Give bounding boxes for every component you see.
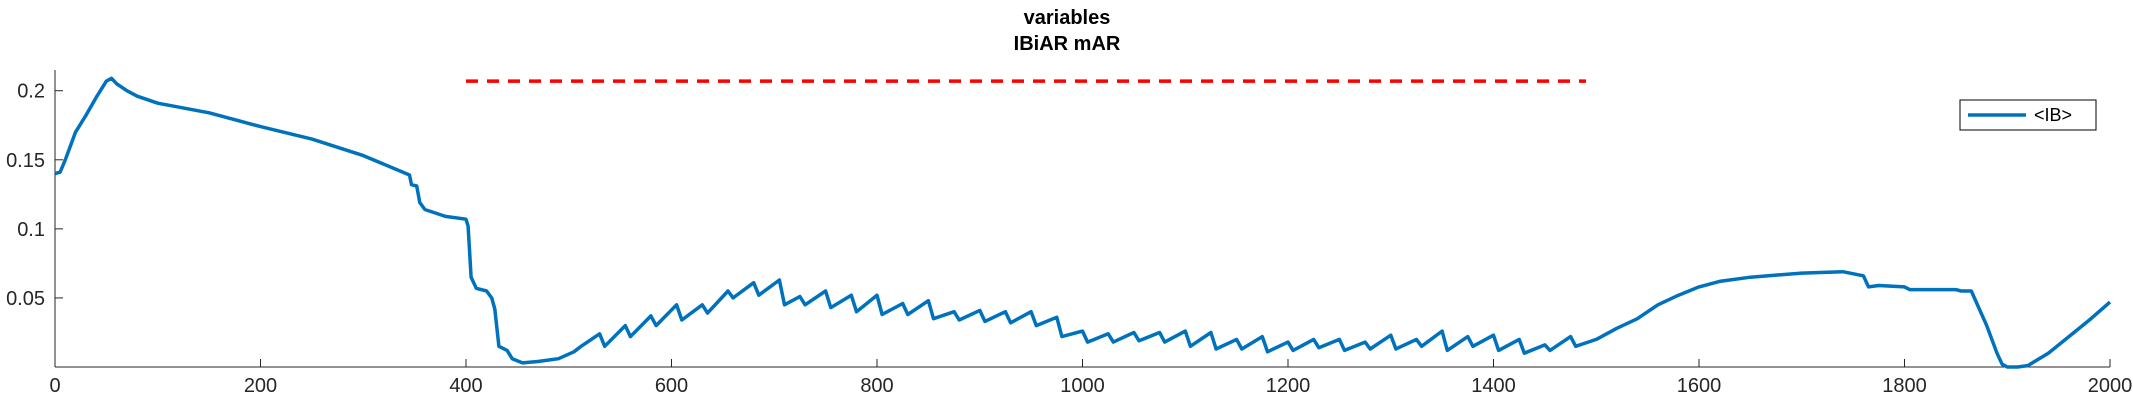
legend: <IB>: [1959, 99, 2097, 131]
x-tick-label: 1000: [1060, 375, 1105, 397]
y-tick-label: 0.2: [17, 81, 45, 103]
x-tick-label: 200: [244, 375, 277, 397]
axes: 0 200 400 600 800 1000 1200 1400 1600 1800 2000 0.0…: [6, 70, 2132, 397]
x-tick-label: 800: [860, 375, 893, 397]
legend-label: <IB>: [2034, 105, 2072, 125]
x-tick-label: 0: [49, 375, 60, 397]
x-tick-label: 1400: [1471, 375, 1516, 397]
y-tick-label: 0.05: [6, 288, 45, 310]
chart-title-line-1: variables: [1024, 7, 1111, 29]
x-tick-label: 400: [449, 375, 482, 397]
series-layer: [54, 76, 2112, 369]
y-tick-label: 0.15: [6, 150, 45, 172]
chart-title-line-2: IBiAR mAR: [1014, 33, 1121, 55]
x-tick-label: 600: [655, 375, 688, 397]
x-tick-label: 2000: [2088, 375, 2133, 397]
series-line-ib: [54, 76, 2112, 369]
x-tick-label: 1800: [1882, 375, 1927, 397]
y-tick-label: 0.1: [17, 219, 45, 241]
x-tick-label: 1600: [1677, 375, 1722, 397]
x-tick-label: 1200: [1266, 375, 1311, 397]
